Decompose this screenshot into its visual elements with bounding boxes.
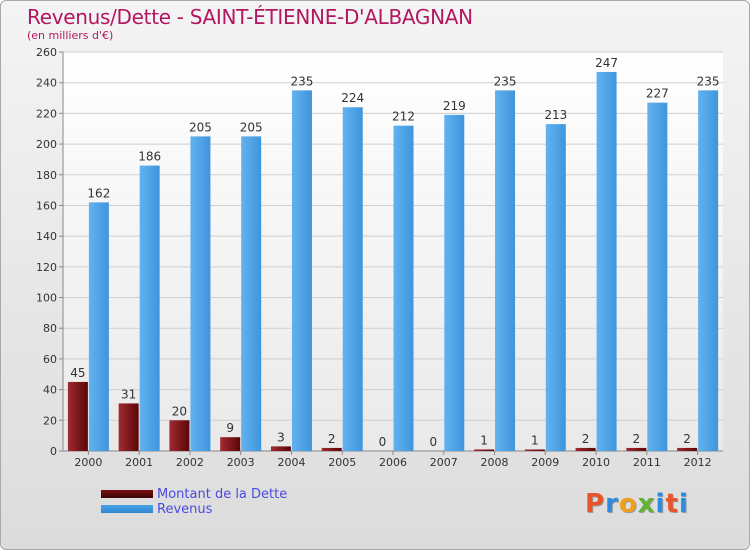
bar-revenue	[342, 107, 363, 451]
bar-revenue	[596, 71, 617, 451]
data-label-debt: 45	[70, 366, 85, 380]
bar-debt	[626, 447, 647, 451]
bar-debt	[67, 381, 88, 451]
data-label-revenue: 235	[697, 74, 720, 88]
bar-debt	[575, 447, 596, 451]
y-tick-label: 140	[36, 230, 57, 243]
bar-debt	[677, 447, 698, 451]
y-tick-label: 20	[43, 414, 57, 427]
y-tick-label: 160	[36, 199, 57, 212]
data-label-revenue: 162	[87, 186, 110, 200]
data-label-debt: 20	[172, 404, 187, 418]
data-label-debt: 0	[379, 435, 387, 449]
bar-revenue	[88, 202, 109, 451]
chart-title: Revenus/Dette - SAINT-ÉTIENNE-D'ALBAGNAN	[27, 5, 473, 29]
bar-revenue	[545, 124, 566, 451]
y-tick-label: 80	[43, 322, 57, 335]
bar-debt	[474, 449, 495, 451]
x-tick-label: 2001	[125, 456, 153, 469]
x-tick-label: 2004	[277, 456, 305, 469]
x-tick-label: 2007	[430, 456, 458, 469]
y-tick-label: 240	[36, 77, 57, 90]
brand-letter: o	[618, 489, 638, 519]
data-label-revenue: 247	[595, 56, 618, 70]
data-label-debt: 2	[683, 432, 691, 446]
bar-debt	[118, 403, 139, 451]
bar-debt	[524, 449, 545, 451]
bar-revenue	[291, 90, 312, 451]
bar-revenue	[495, 90, 516, 451]
bar-revenue	[647, 102, 668, 452]
brand-letter: i	[655, 489, 666, 519]
x-tick-label: 2011	[633, 456, 661, 469]
legend-swatch-debt	[101, 490, 153, 498]
x-tick-label: 2002	[176, 456, 204, 469]
x-tick-label: 2005	[328, 456, 356, 469]
bar-revenue	[241, 136, 262, 451]
x-tick-label: 2008	[481, 456, 509, 469]
data-label-revenue: 224	[341, 91, 364, 105]
y-tick-label: 60	[43, 353, 57, 366]
x-tick-label: 2012	[684, 456, 712, 469]
bar-revenue	[190, 136, 211, 451]
bar-debt	[321, 447, 342, 451]
bar-revenue	[444, 114, 465, 452]
brand-logo: Proxiti	[585, 489, 689, 519]
data-label-revenue: 219	[443, 99, 466, 113]
y-tick-label: 200	[36, 138, 57, 151]
legend-swatch-revenue	[101, 505, 153, 513]
chart-subtitle: (en milliers d'€)	[27, 29, 114, 42]
data-label-debt: 1	[480, 433, 488, 447]
data-label-revenue: 205	[189, 120, 212, 134]
bar-revenue	[139, 165, 160, 452]
data-label-debt: 9	[226, 421, 234, 435]
y-tick-label: 0	[50, 445, 57, 458]
x-tick-label: 2000	[74, 456, 102, 469]
y-tick-label: 100	[36, 292, 57, 305]
x-tick-label: 2009	[531, 456, 559, 469]
x-tick-label: 2003	[227, 456, 255, 469]
brand-letter: i	[678, 489, 689, 519]
bar-debt	[270, 446, 291, 451]
legend-label-debt: Montant de la Dette	[157, 487, 288, 502]
brand-letter: t	[665, 489, 679, 519]
brand-letter: P	[585, 489, 606, 519]
x-tick-label: 2006	[379, 456, 407, 469]
data-label-revenue: 205	[240, 120, 263, 134]
data-label-revenue: 212	[392, 110, 415, 124]
data-label-revenue: 213	[544, 108, 567, 122]
data-label-revenue: 235	[494, 74, 517, 88]
data-label-debt: 0	[429, 435, 437, 449]
bar-revenue	[393, 125, 414, 452]
legend-label-revenue: Revenus	[157, 502, 213, 517]
data-label-debt: 3	[277, 430, 285, 444]
data-label-debt: 2	[633, 432, 641, 446]
y-tick-label: 260	[36, 46, 57, 59]
data-label-debt: 1	[531, 433, 539, 447]
brand-letter: r	[605, 489, 619, 519]
bar-debt	[169, 420, 190, 451]
y-tick-label: 180	[36, 169, 57, 182]
brand-letter: x	[637, 489, 656, 519]
data-label-debt: 31	[121, 387, 136, 401]
data-label-revenue: 235	[291, 74, 314, 88]
data-label-debt: 2	[328, 432, 336, 446]
bar-revenue	[698, 90, 719, 451]
y-tick-label: 40	[43, 384, 57, 397]
bar-debt	[220, 437, 241, 451]
x-tick-label: 2010	[582, 456, 610, 469]
data-label-debt: 2	[582, 432, 590, 446]
data-label-revenue: 227	[646, 87, 669, 101]
y-tick-label: 120	[36, 261, 57, 274]
data-label-revenue: 186	[138, 150, 161, 164]
y-tick-label: 220	[36, 107, 57, 120]
